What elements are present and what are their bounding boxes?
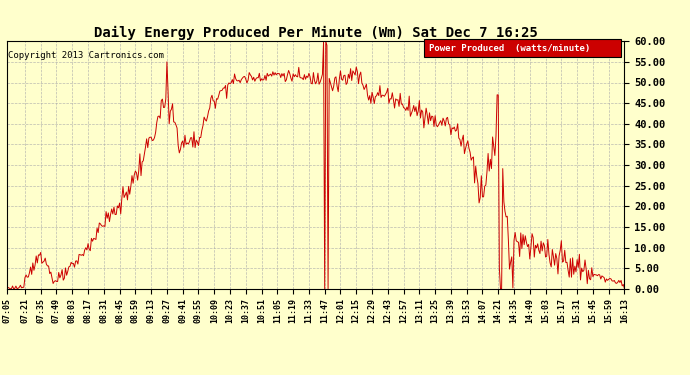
- Text: Power Produced  (watts/minute): Power Produced (watts/minute): [429, 44, 591, 53]
- Text: Copyright 2013 Cartronics.com: Copyright 2013 Cartronics.com: [8, 51, 164, 60]
- Title: Daily Energy Produced Per Minute (Wm) Sat Dec 7 16:25: Daily Energy Produced Per Minute (Wm) Sa…: [94, 26, 538, 40]
